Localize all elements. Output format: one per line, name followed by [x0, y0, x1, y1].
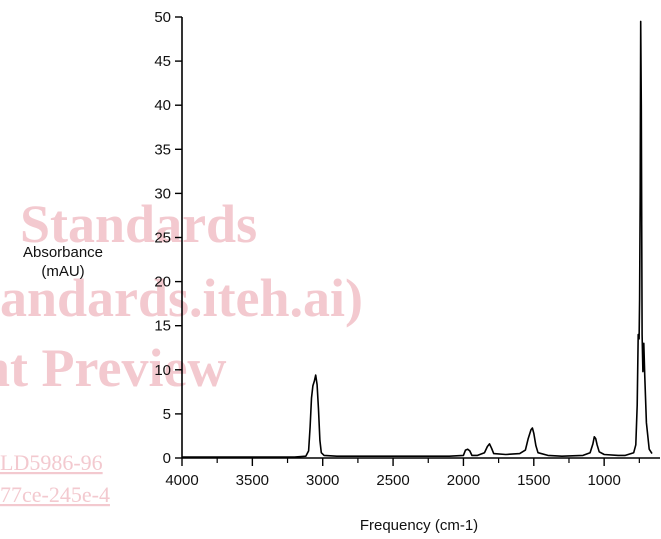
x-tick-label: 2500 — [376, 472, 409, 489]
y-tick-label: 50 — [154, 9, 171, 26]
series-group — [182, 20, 653, 458]
watermark-small-1: LD5986-96 — [0, 450, 103, 475]
x-tick-label: 1500 — [517, 472, 550, 489]
x-axis-title: Frequency (cm-1) — [360, 517, 478, 534]
y-ticks: 0 5 10 15 20 25 30 35 40 45 50 — [154, 9, 182, 467]
y-tick-label: 0 — [163, 450, 171, 467]
y-tick-label: 35 — [154, 141, 171, 158]
y-tick-label: 45 — [154, 53, 171, 70]
y-tick-label: 15 — [154, 318, 171, 335]
x-tick-label: 3500 — [236, 472, 269, 489]
watermark-line-3: nt Preview — [0, 338, 226, 398]
x-ticks: 4000 3500 3000 2500 2000 1500 1000 — [165, 458, 640, 489]
y-axis-title-line-1: Absorbance — [23, 244, 103, 261]
y-axis-title-line-2: (mAU) — [41, 263, 84, 280]
watermark-small-2: 77ce-245e-4 — [0, 482, 110, 507]
y-tick-label: 30 — [154, 185, 171, 202]
series-line — [182, 20, 653, 458]
x-tick-label: 2000 — [447, 472, 480, 489]
y-tick-label: 20 — [154, 274, 171, 291]
y-tick-label: 10 — [154, 362, 171, 379]
x-tick-label: 3000 — [306, 472, 339, 489]
y-tick-label: 5 — [163, 406, 171, 423]
y-tick-label: 40 — [154, 97, 171, 114]
x-tick-label: 1000 — [587, 472, 620, 489]
watermark-line-1: Standards — [20, 194, 257, 254]
y-tick-label: 25 — [154, 230, 171, 247]
x-tick-label: 4000 — [165, 472, 198, 489]
